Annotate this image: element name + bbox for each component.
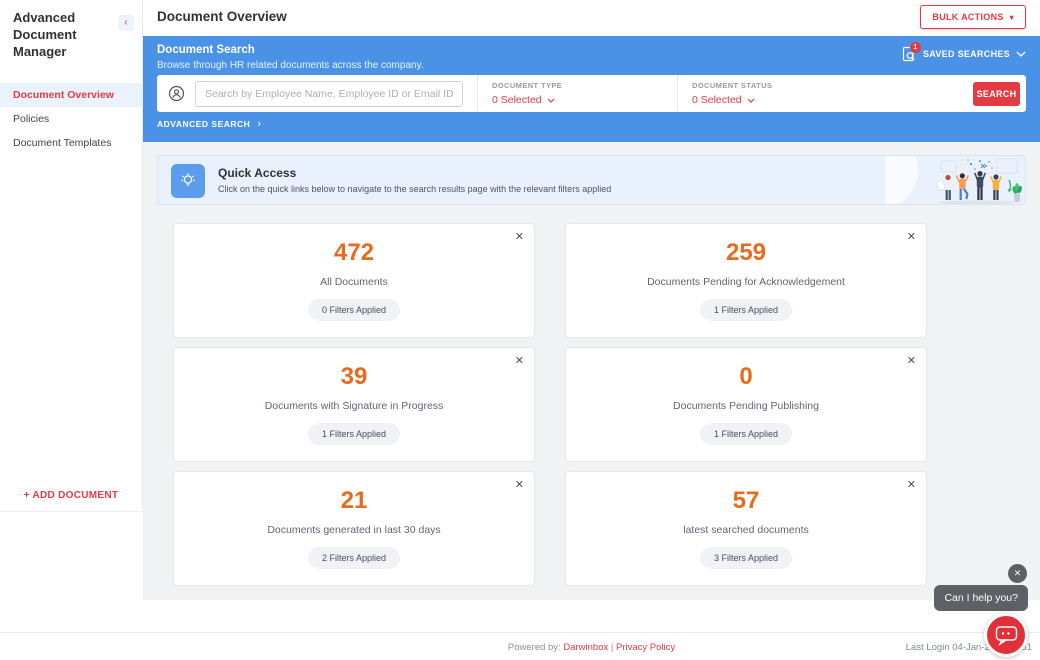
saved-searches-icon: 1 — [901, 42, 921, 62]
sidebar: Advanced Document Manager ‹ Document Ove… — [0, 0, 143, 512]
bulk-actions-button[interactable]: BULK ACTIONS ▾ — [920, 5, 1026, 29]
celebration-illustration — [885, 156, 1025, 204]
document-status-filter: DOCUMENT STATUS 0 Selected — [677, 75, 973, 112]
card-latest-searched[interactable]: ✕ 57 latest searched documents 3 Filters… — [565, 471, 927, 586]
filters-applied-badge: 1 Filters Applied — [699, 299, 793, 321]
card-label: Documents Pending Publishing — [673, 400, 819, 412]
chatbot-icon — [995, 625, 1017, 646]
quick-access-title: Quick Access — [218, 166, 297, 180]
document-search-subtitle: Browse through HR related documents acro… — [157, 60, 424, 71]
saved-searches-badge: 1 — [909, 42, 921, 53]
card-pending-acknowledgement[interactable]: ✕ 259 Documents Pending for Acknowledgem… — [565, 223, 927, 338]
search-input[interactable] — [195, 80, 463, 107]
quick-access-banner: Quick Access Click on the quick links be… — [157, 155, 1026, 205]
card-value: 39 — [340, 363, 368, 390]
document-search-title: Document Search — [157, 44, 255, 56]
card-label: Documents generated in last 30 days — [267, 524, 441, 536]
chevron-right-icon: › — [257, 118, 262, 130]
search-bar: DOCUMENT TYPE 0 Selected DOCUMENT STATUS… — [157, 75, 1026, 112]
card-label: Documents with Signature in Progress — [264, 400, 444, 412]
card-value: 472 — [333, 239, 375, 266]
document-type-dropdown[interactable]: 0 Selected — [492, 94, 663, 106]
card-label: latest searched documents — [683, 524, 809, 536]
chevron-down-icon — [747, 98, 755, 103]
close-icon[interactable]: ✕ — [906, 479, 916, 491]
content-area: Quick Access Click on the quick links be… — [143, 142, 1040, 600]
document-search-panel: Document Search Browse through HR relate… — [143, 36, 1040, 142]
card-pending-publishing[interactable]: ✕ 0 Documents Pending Publishing 1 Filte… — [565, 347, 927, 462]
filters-applied-badge: 1 Filters Applied — [307, 423, 401, 445]
footer-divider — [0, 632, 1040, 633]
sidebar-item-document-templates[interactable]: Document Templates — [13, 136, 112, 149]
caret-down-icon: ▾ — [1009, 13, 1014, 22]
privacy-policy-link[interactable]: Privacy Policy — [615, 642, 676, 653]
close-icon[interactable]: ✕ — [514, 355, 524, 367]
card-all-documents[interactable]: ✕ 472 All Documents 0 Filters Applied — [173, 223, 535, 338]
sidebar-collapse-icon[interactable]: ‹ — [118, 15, 134, 31]
saved-searches-label: SAVED SEARCHES — [922, 49, 1010, 59]
card-value: 259 — [725, 239, 767, 266]
app-title: Advanced Document Manager — [13, 10, 77, 59]
card-label: Documents Pending for Acknowledgement — [647, 276, 845, 288]
chevron-down-icon — [547, 98, 555, 103]
filters-applied-badge: 3 Filters Applied — [699, 547, 793, 569]
close-icon[interactable]: ✕ — [514, 479, 524, 491]
quick-links-grid: ✕ 472 All Documents 0 Filters Applied ✕ … — [173, 223, 927, 586]
employee-search-icon — [157, 85, 195, 102]
last-login-text: Last Login 04-Jan-2023 12:51 — [905, 642, 1032, 653]
filters-applied-badge: 0 Filters Applied — [307, 299, 401, 321]
card-generated-last-30-days[interactable]: ✕ 21 Documents generated in last 30 days… — [173, 471, 535, 586]
lightbulb-icon — [171, 164, 205, 198]
add-document-button[interactable]: + ADD DOCUMENT — [23, 490, 119, 501]
advanced-search-link[interactable]: ADVANCED SEARCH › — [157, 118, 262, 130]
close-icon[interactable]: ✕ — [514, 231, 524, 243]
chat-tooltip: Can I help you? — [934, 585, 1028, 611]
document-status-dropdown[interactable]: 0 Selected — [692, 94, 973, 106]
filters-applied-badge: 1 Filters Applied — [699, 423, 793, 445]
chevron-down-icon — [1016, 51, 1026, 57]
close-icon[interactable]: ✕ — [906, 231, 916, 243]
close-icon[interactable]: ✕ — [906, 355, 916, 367]
card-label: All Documents — [320, 276, 388, 288]
sidebar-item-policies[interactable]: Policies — [13, 112, 50, 125]
document-type-label: DOCUMENT TYPE — [492, 81, 563, 90]
quick-access-subtitle: Click on the quick links below to naviga… — [218, 184, 612, 194]
footer-powered-by: Powered by: Darwinbox | Privacy Policy — [507, 642, 676, 653]
top-bar: Document Overview BULK ACTIONS ▾ — [143, 0, 1040, 36]
saved-searches-button[interactable]: 1 SAVED SEARCHES — [901, 42, 1026, 62]
card-value: 57 — [732, 487, 760, 514]
sidebar-nav: Document Overview Policies Document Temp… — [0, 82, 142, 155]
document-type-filter: DOCUMENT TYPE 0 Selected — [477, 75, 663, 112]
search-button[interactable]: SEARCH — [973, 81, 1020, 106]
darwinbox-link[interactable]: Darwinbox — [563, 642, 609, 653]
page-title: Document Overview — [157, 9, 287, 24]
card-signature-in-progress[interactable]: ✕ 39 Documents with Signature in Progres… — [173, 347, 535, 462]
document-status-label: DOCUMENT STATUS — [692, 81, 773, 90]
filters-applied-badge: 2 Filters Applied — [307, 547, 401, 569]
sidebar-item-document-overview[interactable]: Document Overview — [0, 82, 142, 107]
bulk-actions-label: BULK ACTIONS — [932, 12, 1004, 22]
card-value: 0 — [739, 363, 753, 390]
card-value: 21 — [340, 487, 368, 514]
chat-button[interactable] — [984, 613, 1028, 657]
chat-close-icon[interactable]: ✕ — [1008, 564, 1027, 583]
